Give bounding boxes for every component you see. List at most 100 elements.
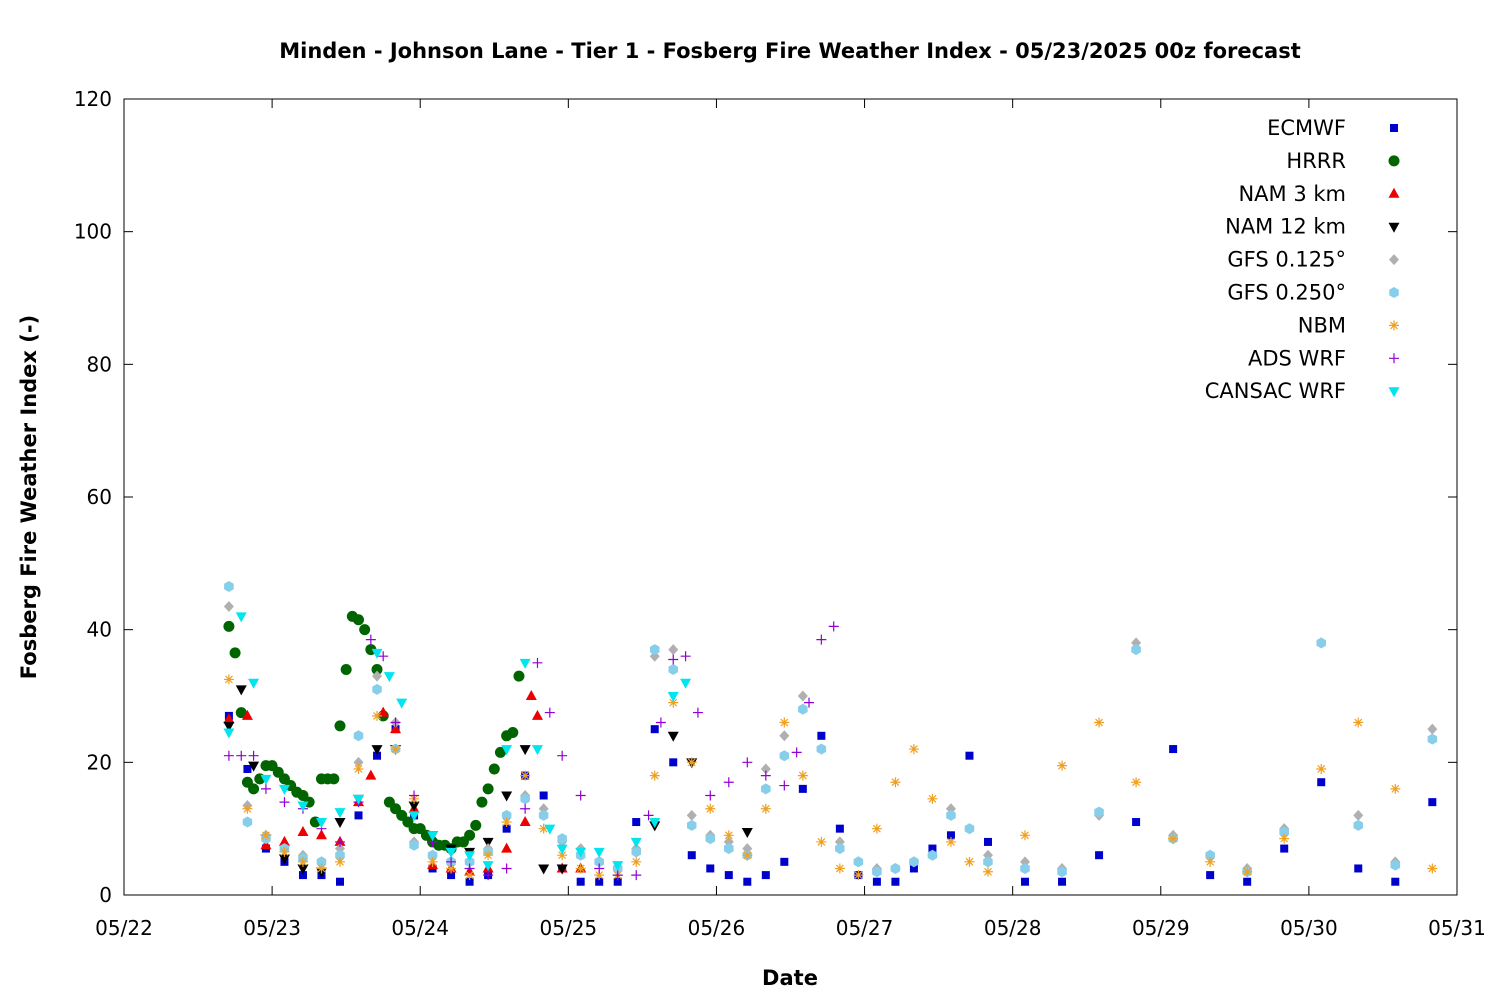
data-point — [365, 634, 376, 645]
data-point — [315, 818, 327, 829]
data-point — [427, 831, 439, 842]
data-point — [1020, 863, 1030, 874]
data-point — [243, 764, 252, 773]
data-point — [334, 856, 345, 867]
legend-marker — [1388, 222, 1400, 233]
data-point — [680, 678, 692, 689]
data-point — [643, 810, 654, 821]
data-point — [353, 756, 364, 768]
data-point — [828, 621, 839, 632]
data-point — [556, 864, 568, 875]
data-point — [354, 811, 363, 820]
data-point — [236, 750, 247, 761]
data-point — [706, 864, 715, 873]
data-point — [872, 877, 881, 886]
data-point — [724, 843, 734, 855]
data-point — [544, 707, 555, 718]
data-point — [667, 692, 679, 702]
data-point — [353, 794, 365, 805]
data-point — [1280, 844, 1289, 853]
data-point — [446, 863, 457, 874]
data-point — [817, 731, 826, 740]
y-axis-label: Fosberg Fire Weather Index (-) — [17, 315, 41, 679]
data-point — [650, 725, 659, 734]
data-point — [507, 726, 519, 738]
data-point — [334, 836, 345, 847]
data-point — [427, 849, 438, 861]
legend-marker — [1388, 155, 1400, 167]
data-point — [853, 870, 864, 881]
data-point — [1094, 717, 1105, 728]
series-ads-wrf — [223, 621, 839, 881]
data-point — [260, 774, 272, 785]
data-point — [223, 721, 235, 732]
data-point — [575, 847, 587, 858]
data-point — [1390, 783, 1401, 794]
data-point — [1243, 877, 1252, 886]
data-point — [1205, 849, 1215, 861]
data-point — [982, 866, 993, 877]
series-cansac-wrf — [223, 612, 692, 872]
data-point — [335, 849, 345, 861]
data-point — [316, 863, 327, 874]
series-nam-3-km — [223, 690, 587, 876]
legend-label: NAM 3 km — [1238, 182, 1346, 206]
data-point — [649, 818, 661, 829]
plot-frame — [123, 98, 1458, 896]
legend-label: HRRR — [1286, 149, 1346, 173]
data-point — [353, 614, 365, 626]
data-point — [816, 634, 827, 645]
data-point — [780, 857, 789, 866]
x-tick-label: 05/28 — [984, 916, 1042, 940]
data-point — [575, 790, 586, 801]
data-point — [241, 709, 253, 720]
data-point — [482, 837, 494, 848]
data-point — [315, 829, 327, 840]
y-tick-label: 40 — [87, 618, 112, 642]
data-point — [680, 651, 691, 662]
data-point — [576, 877, 585, 886]
data-point — [494, 746, 506, 758]
data-point — [248, 761, 260, 772]
data-point — [779, 730, 790, 742]
x-tick-label: 05/24 — [391, 916, 449, 940]
data-point — [409, 790, 420, 801]
data-point — [1205, 856, 1216, 867]
data-point — [335, 877, 344, 886]
data-point — [1316, 637, 1326, 649]
data-point — [501, 791, 513, 802]
data-point — [1390, 859, 1401, 871]
data-point — [964, 823, 975, 835]
data-point — [223, 620, 235, 632]
data-point — [983, 837, 992, 846]
data-point — [224, 581, 234, 592]
data-point — [242, 816, 253, 828]
data-point — [464, 851, 476, 862]
data-point — [334, 808, 346, 819]
data-point — [668, 664, 678, 675]
data-point — [1242, 866, 1253, 877]
data-point — [668, 654, 679, 665]
data-point — [724, 871, 733, 880]
data-point — [946, 809, 956, 821]
data-point — [760, 763, 771, 775]
x-axis-label: Date — [762, 966, 818, 990]
data-point — [631, 870, 642, 881]
data-point — [483, 850, 494, 861]
x-tick-label: 05/22 — [95, 916, 153, 940]
data-point — [464, 829, 476, 841]
data-point — [483, 870, 494, 881]
legend: ECMWF HRRR NAM 3 km NAM 12 km GFS 0.125° GFS … — [1205, 116, 1400, 403]
x-tick-label: 05/31 — [1428, 916, 1486, 940]
data-point — [556, 844, 568, 855]
data-point — [501, 817, 512, 828]
data-point — [1058, 877, 1067, 886]
data-point — [371, 745, 383, 756]
data-point — [687, 851, 696, 860]
y-tick-label: 80 — [87, 352, 112, 376]
data-point — [501, 745, 513, 756]
data-point — [1279, 826, 1289, 838]
data-point — [798, 703, 808, 715]
data-point — [1353, 717, 1364, 728]
data-point — [575, 863, 586, 874]
